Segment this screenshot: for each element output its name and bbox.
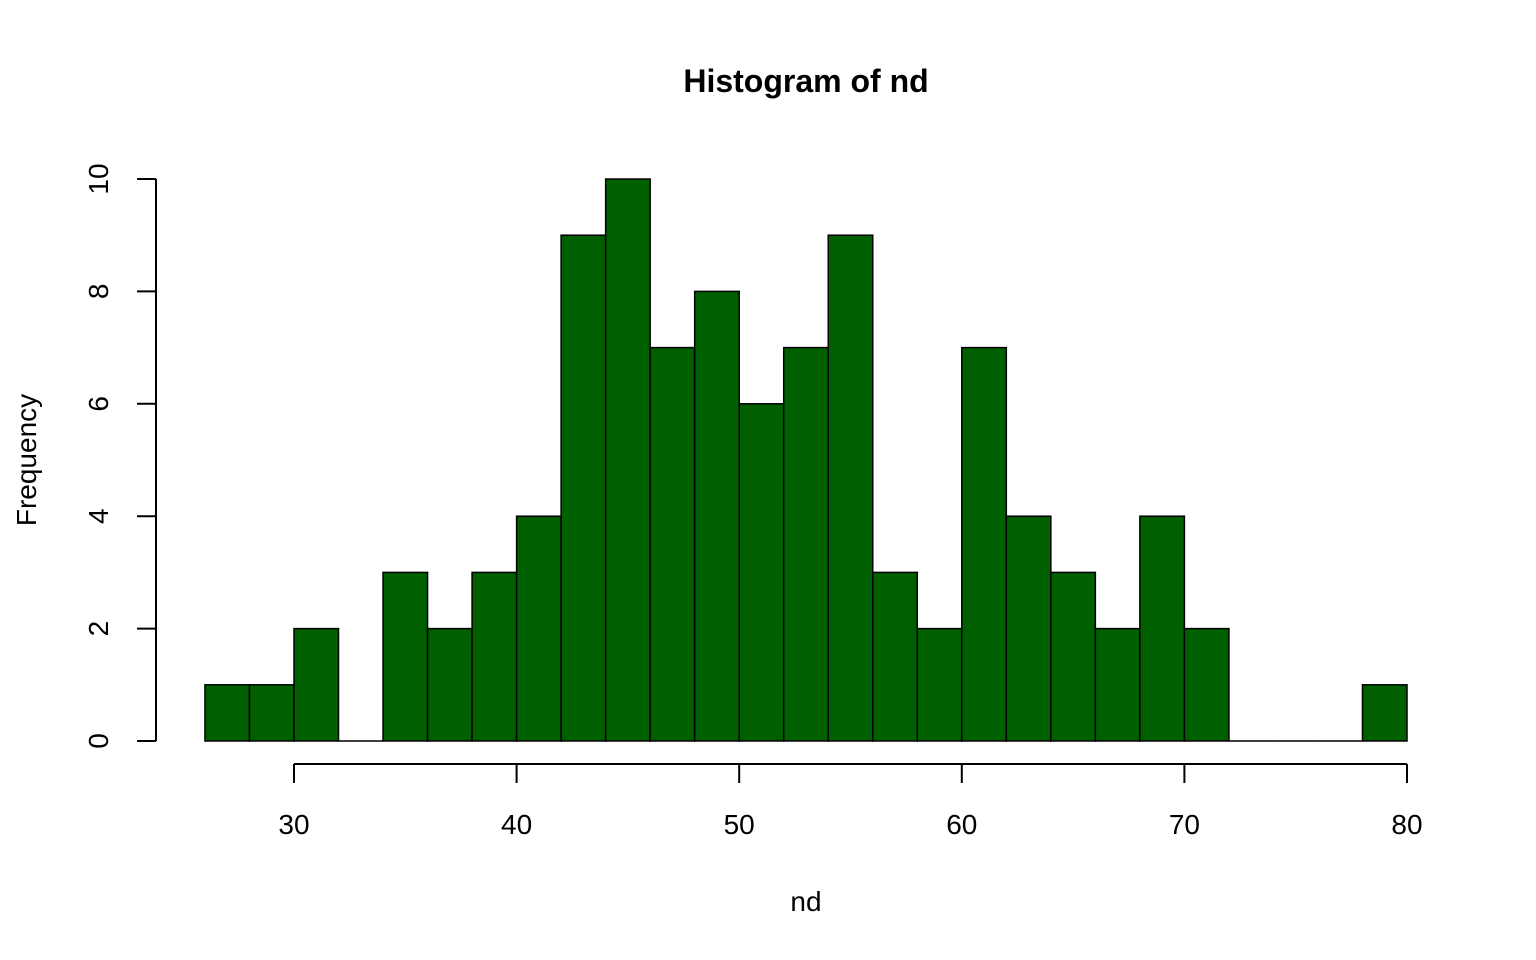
y-tick-label: 2 [83, 621, 114, 637]
y-tick-label: 10 [83, 163, 114, 194]
histogram-bar [1361, 684, 1408, 742]
histogram-bar [1005, 515, 1052, 742]
histogram-bar [204, 684, 251, 742]
x-tick-label: 60 [946, 809, 977, 840]
histogram-bar [604, 178, 651, 742]
histogram-bar [649, 346, 696, 742]
histogram-bar [1183, 627, 1230, 742]
histogram-bar [382, 571, 429, 742]
x-tick-label: 30 [278, 809, 309, 840]
histogram-bar [293, 627, 340, 742]
y-axis-ticks: 0 2 4 6 8 10 [83, 163, 156, 749]
x-axis-ticks: 30 40 50 60 70 80 [278, 764, 1423, 840]
histogram-bar [426, 627, 473, 742]
histogram-bar [738, 403, 785, 742]
histogram-bar [471, 571, 518, 742]
y-tick-label: 6 [83, 396, 114, 412]
histogram-bar [916, 627, 963, 742]
histogram-bar [1094, 627, 1141, 742]
x-tick-label: 70 [1169, 809, 1200, 840]
x-axis-label: nd [790, 886, 821, 917]
histogram-bar [693, 290, 740, 742]
x-tick-label: 40 [501, 809, 532, 840]
histogram-bar [560, 234, 607, 742]
y-tick-label: 0 [83, 733, 114, 749]
y-axis-label: Frequency [11, 394, 42, 526]
histogram-bar [248, 684, 295, 742]
chart-title: Histogram of nd [683, 63, 928, 99]
bars-group [204, 178, 1408, 742]
histogram-bar [1139, 515, 1186, 742]
histogram-bar [872, 571, 919, 742]
x-tick-label: 50 [724, 809, 755, 840]
histogram-bar [515, 515, 562, 742]
x-tick-label: 80 [1391, 809, 1422, 840]
y-tick-label: 4 [83, 508, 114, 524]
histogram-bar [782, 346, 829, 742]
histogram-bar [1050, 571, 1097, 742]
y-tick-label: 8 [83, 284, 114, 300]
histogram-bar [827, 234, 874, 742]
histogram-bar [961, 346, 1008, 742]
